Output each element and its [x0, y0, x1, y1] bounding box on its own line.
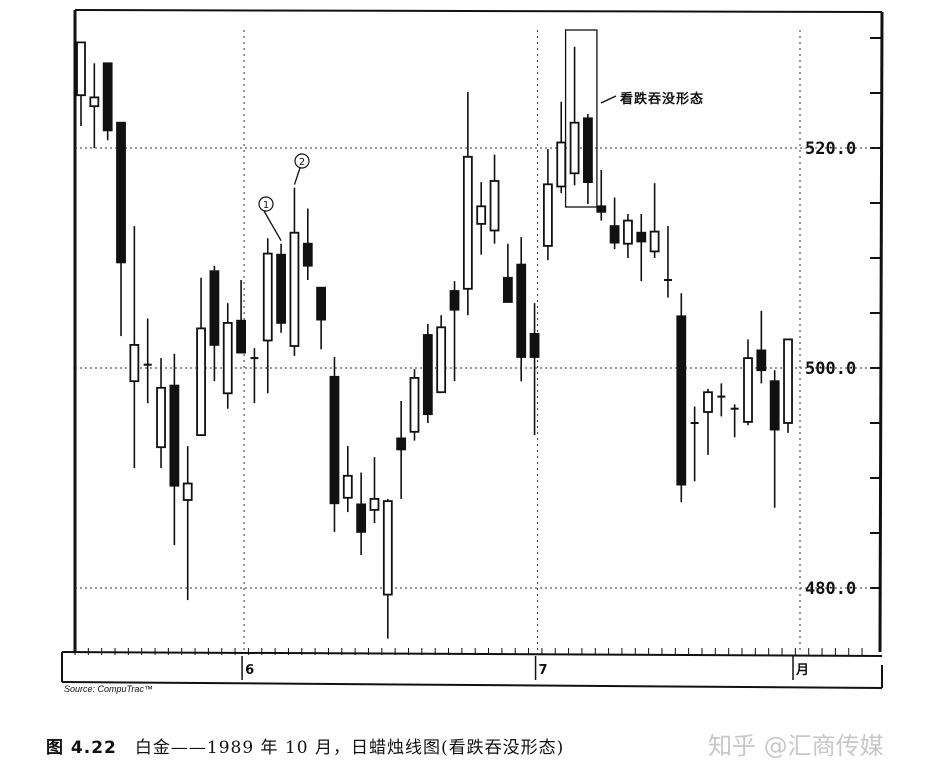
candle-down	[169, 384, 180, 487]
candle-up	[382, 500, 393, 596]
candle-up	[196, 327, 206, 436]
candle-up	[182, 482, 193, 501]
x-axis	[61, 651, 883, 657]
candle-down	[116, 121, 126, 264]
figure-caption: 图 4.22 白金——1989 年 10 月，日蜡烛线图(看跌吞没形态)	[46, 733, 564, 758]
candle-up	[783, 338, 793, 424]
candle-down	[636, 231, 647, 243]
pattern-box	[564, 29, 598, 208]
candle-up	[369, 497, 380, 511]
candle-down	[329, 375, 340, 505]
x-tick-label: 月	[795, 663, 809, 678]
candle-down	[516, 263, 527, 358]
candle-down	[356, 503, 367, 533]
candle-up	[76, 41, 86, 97]
frame-top	[74, 9, 883, 13]
watermark: 知乎 @汇商传媒	[708, 732, 884, 760]
candle-down	[276, 253, 287, 324]
annotations: 12	[258, 29, 617, 242]
candle-up	[436, 326, 447, 394]
candle-down	[609, 225, 620, 244]
candle-up	[462, 155, 473, 290]
candle-up	[623, 219, 633, 245]
source-note: Source: CompuTrac™	[64, 684, 153, 694]
candle-up	[342, 474, 353, 499]
candle-down	[529, 332, 540, 358]
candle-up	[649, 230, 660, 253]
candle-down	[316, 286, 327, 321]
candle-up	[129, 343, 140, 383]
candle-up	[556, 141, 567, 188]
candle-up	[222, 321, 233, 395]
marker-label: 1	[263, 200, 269, 211]
marker-label: 2	[299, 157, 305, 168]
candle-up	[262, 252, 273, 342]
candle-up	[89, 96, 100, 108]
x-tick-label: 6	[245, 663, 254, 678]
candle-up	[156, 386, 166, 449]
y-axis-right	[878, 11, 884, 653]
candle-down	[756, 349, 767, 372]
axis-strip-bottom	[61, 681, 883, 689]
axis-labels: 480.0 500.0 520.0 6 7 月	[241, 139, 856, 680]
figure-number: 图 4.22	[46, 738, 117, 758]
y-tick-label: 500.0	[805, 359, 856, 379]
candle-down	[422, 334, 433, 416]
candle-up	[476, 205, 487, 225]
chart-frame	[61, 9, 884, 689]
candle-up	[289, 231, 300, 347]
candle-down	[449, 290, 460, 311]
candle-down	[102, 62, 113, 132]
gridlines	[75, 30, 878, 652]
y-tick-label: 480.0	[805, 579, 856, 599]
candle-down	[596, 205, 607, 213]
candle-down	[236, 319, 246, 354]
candle-down	[209, 270, 220, 346]
caption-text: 白金——1989 年 10 月，日蜡烛线图(看跌吞没形态)	[134, 738, 565, 758]
y-tick-label: 520.0	[805, 139, 856, 159]
marker-arrow	[293, 167, 301, 185]
candle-up	[569, 121, 580, 175]
candle-down	[769, 380, 780, 431]
marker-circle	[294, 153, 310, 169]
candle-down	[502, 276, 513, 303]
candle-up	[489, 180, 500, 232]
candle-up	[743, 357, 753, 423]
candle-up	[703, 391, 713, 413]
candle-up	[543, 183, 553, 247]
candle-down	[583, 117, 593, 184]
candle-down	[302, 242, 313, 267]
candle-down	[396, 437, 407, 451]
pattern-label: 看跌吞没形态	[620, 92, 705, 107]
marker-circle	[258, 196, 274, 212]
marker-arrow	[263, 210, 282, 242]
pattern-arrow	[600, 95, 617, 104]
candles	[76, 41, 793, 639]
x-tick-label: 7	[539, 663, 548, 678]
candle-up	[409, 376, 420, 433]
candle-down	[676, 315, 687, 486]
